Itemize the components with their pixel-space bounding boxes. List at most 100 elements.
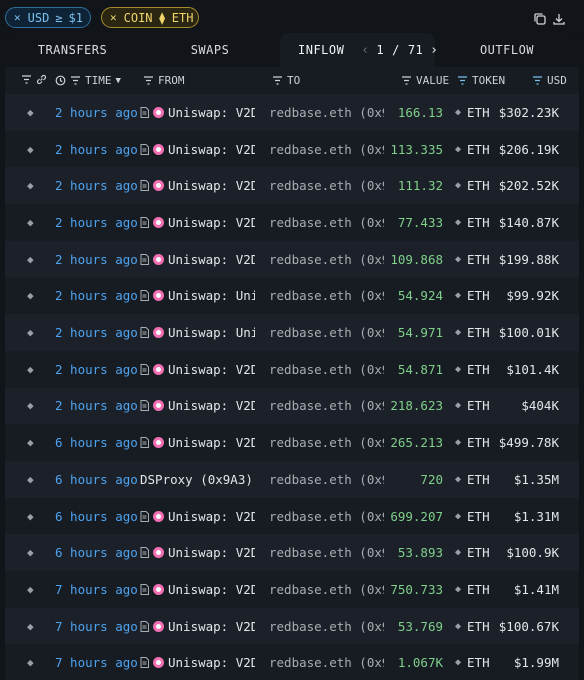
tab-swaps[interactable]: SWAPS <box>190 43 230 57</box>
from-entity[interactable]: Uniswap: V2D… <box>140 498 255 535</box>
tab-inflow[interactable]: INFLOW ‹ 1 / 71 › <box>280 33 438 67</box>
from-column-header[interactable]: FROM <box>143 74 185 87</box>
token-cell[interactable]: ◆ ETH <box>455 204 495 241</box>
from-entity[interactable]: Uniswap: V2D… <box>140 204 255 241</box>
filter-icon[interactable] <box>272 75 283 86</box>
to-entity[interactable]: redbase.eth (0x9… <box>269 325 384 341</box>
filter-icon[interactable] <box>457 75 468 86</box>
filter-icon[interactable] <box>21 74 32 85</box>
tx-time-link[interactable]: 2 hours ago <box>55 104 137 120</box>
from-entity[interactable]: Uniswap: V2D… <box>140 94 255 131</box>
usd-filter-chip[interactable]: ✕ USD ≥ $1 <box>5 7 91 28</box>
to-entity[interactable]: redbase.eth (0x9… <box>269 398 384 414</box>
tx-time-link[interactable]: 6 hours ago <box>55 545 137 561</box>
from-entity[interactable]: Uniswap: V2D… <box>140 241 255 278</box>
table-row[interactable]: ◆ 2 hours ago Uniswap: Uni… redbase.eth (0x… <box>5 278 579 315</box>
token-cell[interactable]: ◆ ETH <box>455 424 495 461</box>
tx-time-link[interactable]: 7 hours ago <box>55 581 137 597</box>
table-row[interactable]: ◆ 7 hours ago Uniswap: V2D… redbase.eth (0x… <box>5 607 579 645</box>
token-cell[interactable]: ◆ ETH <box>455 571 495 608</box>
to-entity[interactable]: redbase.eth (0x9… <box>269 508 384 524</box>
token-cell[interactable]: ◆ ETH <box>455 131 495 168</box>
from-entity[interactable]: Uniswap: V2D… <box>140 645 255 680</box>
from-entity[interactable]: Uniswap: Uni… <box>140 314 255 351</box>
tx-time-link[interactable]: 7 hours ago <box>55 655 137 671</box>
prev-page-icon[interactable]: ‹ <box>361 42 370 58</box>
token-cell[interactable]: ◆ ETH <box>455 314 495 351</box>
table-row[interactable]: ◆ 7 hours ago Uniswap: V2D… redbase.eth (0x… <box>5 645 579 680</box>
table-row[interactable]: ◆ 2 hours ago Uniswap: V2D… redbase.eth (0x… <box>5 240 579 278</box>
to-column-header[interactable]: TO <box>272 74 300 87</box>
filter-icon[interactable] <box>70 75 81 86</box>
from-entity[interactable]: Uniswap: V2D… <box>140 571 255 608</box>
tx-time-link[interactable]: 2 hours ago <box>55 325 137 341</box>
table-row[interactable]: ◆ 6 hours ago Uniswap: V2D… redbase.eth (0x… <box>5 498 579 535</box>
from-entity[interactable]: Uniswap: V2D… <box>140 388 255 425</box>
token-cell[interactable]: ◆ ETH <box>455 351 495 388</box>
token-cell[interactable]: ◆ ETH <box>455 645 495 680</box>
to-entity[interactable]: redbase.eth (0x9… <box>269 288 384 304</box>
table-row[interactable]: ◆ 2 hours ago Uniswap: V2D… redbase.eth (0x… <box>5 94 579 131</box>
filter-icon[interactable] <box>532 75 543 86</box>
value-column-header[interactable]: VALUE <box>401 74 449 87</box>
tx-time-link[interactable]: 2 hours ago <box>55 178 137 194</box>
table-row[interactable]: ◆ 2 hours ago Uniswap: V2D… redbase.eth (0x… <box>5 351 579 388</box>
tx-time-link[interactable]: 2 hours ago <box>55 288 137 304</box>
tx-time-link[interactable]: 2 hours ago <box>55 214 137 230</box>
from-entity[interactable]: Uniswap: V2D… <box>140 351 255 388</box>
to-entity[interactable]: redbase.eth (0x9… <box>269 104 384 120</box>
from-entity[interactable]: Uniswap: V2D… <box>140 608 255 645</box>
tx-time-link[interactable]: 6 hours ago <box>55 435 137 451</box>
table-row[interactable]: ◆ 2 hours ago Uniswap: V2D… redbase.eth (0x… <box>5 167 579 205</box>
token-cell[interactable]: ◆ ETH <box>455 534 495 571</box>
time-column-header[interactable]: TIME ▼ <box>55 74 121 87</box>
to-entity[interactable]: redbase.eth (0x9… <box>269 545 384 561</box>
copy-icon[interactable] <box>533 12 547 26</box>
to-entity[interactable]: redbase.eth (0x9… <box>269 581 384 597</box>
from-entity[interactable]: Uniswap: V2D… <box>140 131 255 168</box>
table-row[interactable]: ◆ 6 hours ago DSProxy (0x9A3) redbase.eth (… <box>5 461 579 498</box>
token-cell[interactable]: ◆ ETH <box>455 241 495 278</box>
tx-time-link[interactable]: 2 hours ago <box>55 398 137 414</box>
table-row[interactable]: ◆ 6 hours ago Uniswap: V2D… redbase.eth (0x… <box>5 424 579 461</box>
usd-column-header[interactable]: USD <box>532 74 567 87</box>
tx-time-link[interactable]: 6 hours ago <box>55 508 137 524</box>
remove-filter-icon[interactable]: ✕ <box>110 11 117 24</box>
next-page-icon[interactable]: › <box>430 42 439 58</box>
tx-time-link[interactable]: 2 hours ago <box>55 361 137 377</box>
to-entity[interactable]: redbase.eth (0x9… <box>269 471 384 487</box>
table-row[interactable]: ◆ 2 hours ago Uniswap: Uni… redbase.eth (0x… <box>5 314 579 351</box>
to-entity[interactable]: redbase.eth (0x9… <box>269 618 384 634</box>
from-entity[interactable]: Uniswap: V2D… <box>140 167 255 204</box>
token-cell[interactable]: ◆ ETH <box>455 461 495 498</box>
from-entity[interactable]: Uniswap: V2D… <box>140 534 255 571</box>
token-cell[interactable]: ◆ ETH <box>455 608 495 645</box>
token-cell[interactable]: ◆ ETH <box>455 278 495 315</box>
tx-time-link[interactable]: 7 hours ago <box>55 618 137 634</box>
download-icon[interactable] <box>552 12 566 26</box>
filter-icon[interactable] <box>401 75 412 86</box>
from-entity[interactable]: DSProxy (0x9A3) <box>140 461 255 498</box>
table-row[interactable]: ◆ 2 hours ago Uniswap: V2D… redbase.eth (0x… <box>5 387 579 425</box>
tab-transfers[interactable]: TRANSFERS <box>37 43 108 57</box>
tx-time-link[interactable]: 2 hours ago <box>55 251 137 267</box>
to-entity[interactable]: redbase.eth (0x9… <box>269 178 384 194</box>
table-row[interactable]: ◆ 7 hours ago Uniswap: V2D… redbase.eth (0x… <box>5 571 579 608</box>
to-entity[interactable]: redbase.eth (0x9… <box>269 141 384 157</box>
from-entity[interactable]: Uniswap: Uni… <box>140 278 255 315</box>
table-row[interactable]: ◆ 2 hours ago Uniswap: V2D… redbase.eth (0x… <box>5 204 579 241</box>
table-row[interactable]: ◆ 6 hours ago Uniswap: V2D… redbase.eth (0x… <box>5 534 579 572</box>
tab-outflow[interactable]: OUTFLOW <box>479 43 535 57</box>
to-entity[interactable]: redbase.eth (0x9… <box>269 361 384 377</box>
token-cell[interactable]: ◆ ETH <box>455 94 495 131</box>
sort-desc-icon[interactable]: ▼ <box>115 75 121 86</box>
to-entity[interactable]: redbase.eth (0x9… <box>269 655 384 671</box>
table-row[interactable]: ◆ 2 hours ago Uniswap: V2D… redbase.eth (0x… <box>5 131 579 168</box>
coin-filter-chip[interactable]: ✕ COIN ⧫ ETH <box>101 7 199 28</box>
token-column-header[interactable]: TOKEN <box>457 74 505 87</box>
to-entity[interactable]: redbase.eth (0x9… <box>269 251 384 267</box>
token-cell[interactable]: ◆ ETH <box>455 388 495 425</box>
token-cell[interactable]: ◆ ETH <box>455 498 495 535</box>
to-entity[interactable]: redbase.eth (0x9… <box>269 214 384 230</box>
from-entity[interactable]: Uniswap: V2D… <box>140 424 255 461</box>
